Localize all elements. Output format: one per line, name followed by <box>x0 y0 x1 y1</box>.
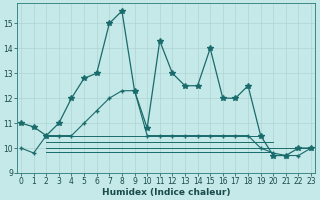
X-axis label: Humidex (Indice chaleur): Humidex (Indice chaleur) <box>102 188 230 197</box>
